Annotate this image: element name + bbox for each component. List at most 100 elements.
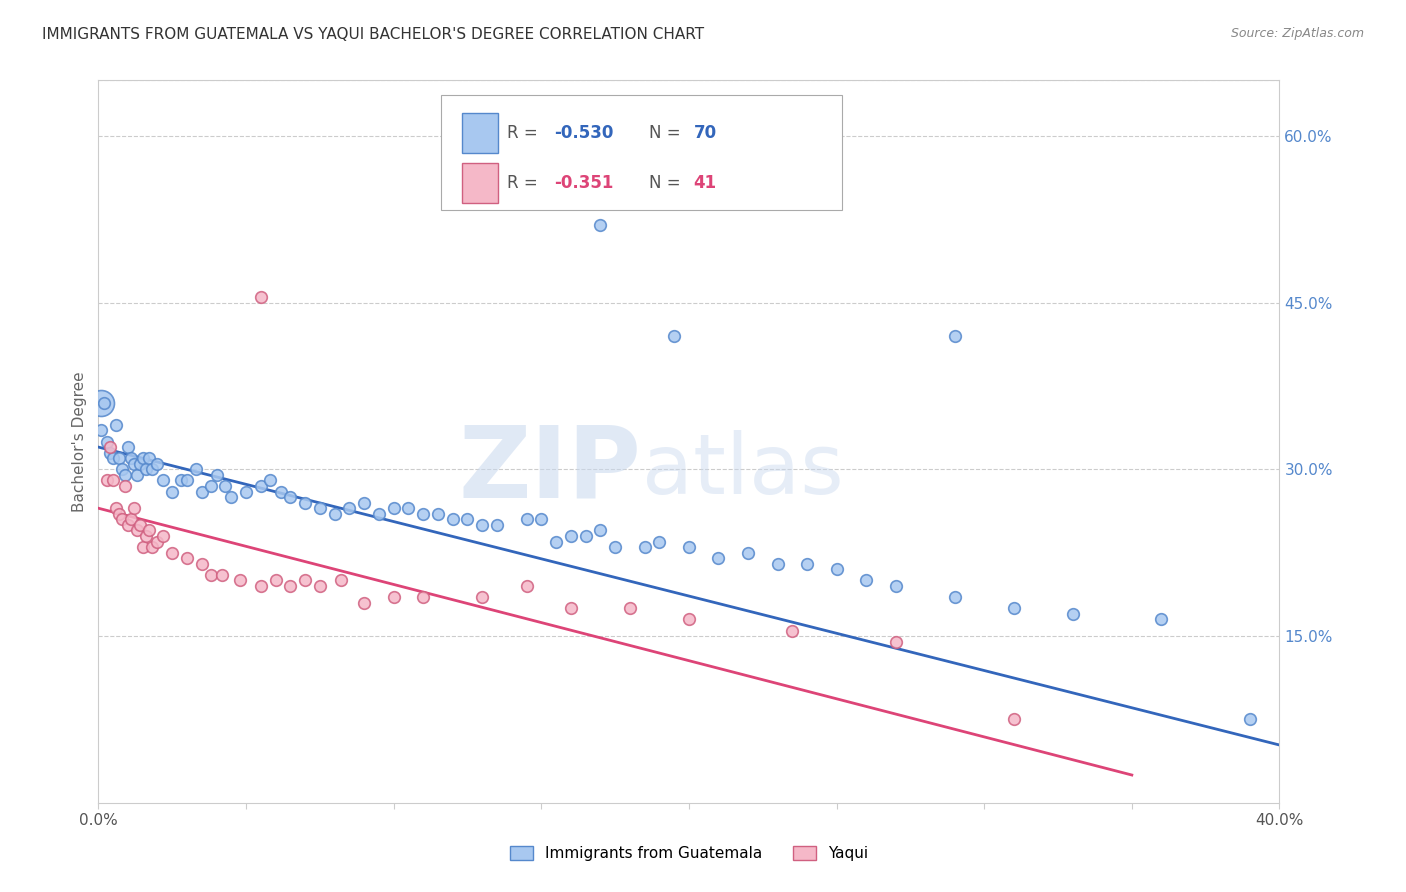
Point xyxy=(138,451,160,466)
Point xyxy=(108,451,131,466)
Point xyxy=(162,546,183,560)
Point xyxy=(170,474,193,488)
Point xyxy=(250,290,273,304)
Point xyxy=(108,507,131,521)
Point xyxy=(141,462,163,476)
Point xyxy=(117,517,139,532)
FancyBboxPatch shape xyxy=(463,163,498,203)
Point xyxy=(205,467,228,482)
Point xyxy=(353,596,375,610)
Point xyxy=(125,524,148,538)
Point xyxy=(211,568,233,582)
Point xyxy=(98,440,121,454)
Text: ZIP: ZIP xyxy=(458,422,641,519)
Text: 70: 70 xyxy=(693,124,717,142)
Point xyxy=(176,551,198,566)
Point xyxy=(191,557,214,571)
Point xyxy=(323,507,346,521)
Point xyxy=(619,601,641,615)
Point xyxy=(471,517,494,532)
Point xyxy=(103,451,125,466)
Point xyxy=(412,507,434,521)
Point xyxy=(796,557,818,571)
FancyBboxPatch shape xyxy=(463,112,498,153)
Point xyxy=(664,329,686,343)
Point xyxy=(98,445,121,459)
Point xyxy=(943,329,966,343)
Point xyxy=(229,574,252,588)
Point xyxy=(250,579,273,593)
Point xyxy=(264,574,287,588)
Point xyxy=(122,457,145,471)
Point xyxy=(412,590,434,604)
Text: Source: ZipAtlas.com: Source: ZipAtlas.com xyxy=(1230,27,1364,40)
Point xyxy=(120,512,142,526)
Point xyxy=(200,568,222,582)
Point xyxy=(122,501,145,516)
Text: 41: 41 xyxy=(693,174,717,193)
Point xyxy=(309,501,332,516)
Point xyxy=(250,479,273,493)
FancyBboxPatch shape xyxy=(441,95,842,211)
Point xyxy=(368,507,391,521)
Point xyxy=(339,501,361,516)
Point xyxy=(146,457,169,471)
Point xyxy=(575,529,598,543)
Point xyxy=(90,424,112,438)
Point xyxy=(270,484,292,499)
Legend: Immigrants from Guatemala, Yaqui: Immigrants from Guatemala, Yaqui xyxy=(503,840,875,867)
Point xyxy=(141,540,163,554)
Point xyxy=(737,546,759,560)
Point xyxy=(152,474,174,488)
Point xyxy=(1150,612,1173,626)
Point xyxy=(634,540,657,554)
Point xyxy=(259,474,281,488)
Text: IMMIGRANTS FROM GUATEMALA VS YAQUI BACHELOR'S DEGREE CORRELATION CHART: IMMIGRANTS FROM GUATEMALA VS YAQUI BACHE… xyxy=(42,27,704,42)
Point xyxy=(280,579,302,593)
Point xyxy=(471,590,494,604)
Text: N =: N = xyxy=(648,124,686,142)
Point xyxy=(132,540,155,554)
Point xyxy=(530,512,553,526)
Point xyxy=(766,557,789,571)
Point xyxy=(825,562,848,576)
Point xyxy=(280,490,302,504)
Point xyxy=(353,496,375,510)
Point xyxy=(678,540,700,554)
Text: R =: R = xyxy=(508,124,543,142)
Point xyxy=(184,462,207,476)
Point xyxy=(678,612,700,626)
Point xyxy=(128,517,150,532)
Point xyxy=(943,590,966,604)
Point xyxy=(589,524,612,538)
Point xyxy=(398,501,420,516)
Point xyxy=(96,474,118,488)
Point xyxy=(1002,601,1025,615)
Point xyxy=(294,574,316,588)
Point xyxy=(707,551,730,566)
Point xyxy=(560,529,582,543)
Point xyxy=(560,601,582,615)
Point xyxy=(90,395,112,409)
Point xyxy=(884,579,907,593)
Point xyxy=(93,395,115,409)
Point xyxy=(132,451,155,466)
Point xyxy=(1002,713,1025,727)
Point xyxy=(125,467,148,482)
Text: -0.351: -0.351 xyxy=(554,174,613,193)
Point xyxy=(382,590,405,604)
Point xyxy=(105,417,128,432)
Point xyxy=(605,540,627,554)
Point xyxy=(441,512,464,526)
Point xyxy=(782,624,804,638)
Point xyxy=(855,574,877,588)
Point xyxy=(516,512,538,526)
Point xyxy=(146,534,169,549)
Point xyxy=(120,451,142,466)
Point xyxy=(117,440,139,454)
Point xyxy=(114,467,136,482)
Point xyxy=(176,474,198,488)
Point xyxy=(96,434,118,449)
Point xyxy=(1239,713,1261,727)
Point xyxy=(214,479,236,493)
